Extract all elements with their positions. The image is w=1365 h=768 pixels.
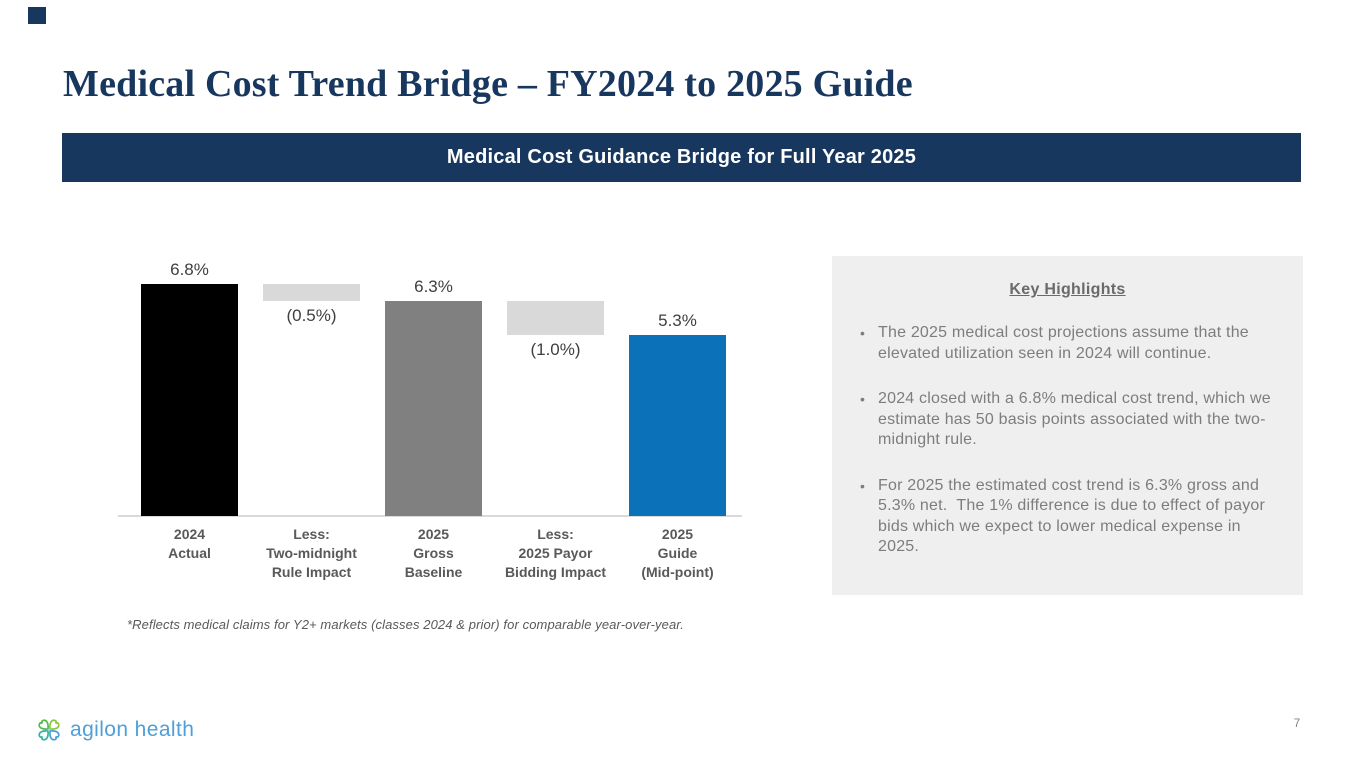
bar-category-label: Less: 2025 Payor Bidding Impact	[504, 526, 607, 580]
key-highlight-bullet: 2024 closed with a 6.8% medical cost tre…	[856, 389, 1277, 451]
bar-value-label: 5.3%	[658, 311, 697, 331]
key-highlights-list: The 2025 medical cost projections assume…	[832, 323, 1303, 558]
pinwheel-hearts-icon	[38, 719, 60, 741]
chart-bar-delta-1	[263, 284, 360, 302]
chart-baseline-axis	[118, 515, 742, 517]
company-logo-text: agilon health	[70, 718, 195, 741]
key-highlight-bullet: For 2025 the estimated cost trend is 6.3…	[856, 476, 1277, 558]
bar-category-label: Less: Two-midnight Rule Impact	[266, 526, 357, 580]
key-highlights-panel: Key Highlights The 2025 medical cost pro…	[832, 256, 1303, 595]
bar-value-label: 6.8%	[170, 260, 209, 280]
bar-category-label: 2024 Actual	[168, 526, 211, 561]
chart-bar-delta-3	[507, 301, 604, 336]
company-logo: agilon health	[34, 714, 194, 746]
page-number: 7	[1293, 718, 1301, 730]
chart-bar-total-4	[629, 335, 726, 516]
page-title: Medical Cost Trend Bridge – FY2024 to 20…	[63, 63, 913, 105]
bar-value-label: (0.5%)	[286, 306, 337, 326]
slide-corner-accent	[28, 7, 46, 24]
bar-category-label: 2025 Guide (Mid-point)	[641, 526, 714, 580]
key-highlight-bullet: The 2025 medical cost projections assume…	[856, 323, 1277, 364]
chart-footnote: *Reflects medical claims for Y2+ markets…	[127, 617, 684, 632]
bar-value-label: (1.0%)	[530, 340, 581, 360]
section-banner: Medical Cost Guidance Bridge for Full Ye…	[62, 133, 1301, 182]
waterfall-bridge-chart: 6.8% 2024 Actual (0.5%) Less: Two-midnight Rul…	[118, 250, 742, 580]
bar-category-label: 2025 Gross Baseline	[404, 526, 463, 580]
chart-bar-total-2	[385, 301, 482, 516]
bar-value-label: 6.3%	[414, 277, 453, 297]
key-highlights-title: Key Highlights	[1009, 281, 1126, 298]
chart-bar-total-0	[141, 284, 238, 516]
section-banner-title: Medical Cost Guidance Bridge for Full Ye…	[446, 146, 917, 168]
